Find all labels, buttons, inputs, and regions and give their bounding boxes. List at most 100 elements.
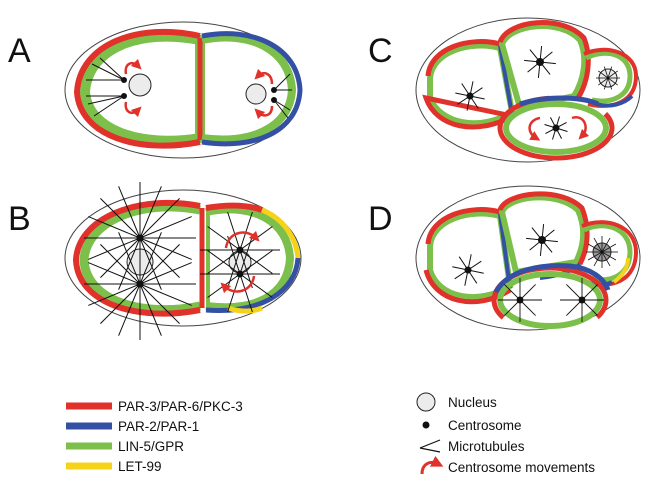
legend-label-let99: LET-99 (118, 459, 162, 474)
centrosome-movement-arrows-b (220, 230, 260, 294)
microtubule-line (207, 273, 241, 298)
legend-symbols: Nucleus Centrosome Microtubules Centroso… (416, 392, 595, 475)
microtubule-line (100, 283, 141, 324)
centrosome-dot (536, 58, 544, 66)
legend-item-movements: Centrosome movements (420, 455, 595, 475)
centrosome-movement-arrows-a (124, 58, 274, 120)
eggshell-b (64, 189, 302, 327)
centrosome-dot (538, 236, 546, 244)
legend-item-microtubules: Microtubules (419, 439, 525, 454)
microtubule-line (239, 211, 253, 251)
microtubules-lines-icon (419, 439, 441, 453)
microtubule-line (139, 237, 162, 290)
microtubule-line (139, 283, 192, 306)
eggshell-d (415, 185, 641, 331)
microtubule-line (587, 251, 603, 261)
microtubule-line (139, 216, 192, 239)
legend-label-microtubules: Microtubules (448, 439, 525, 454)
microtubule-line (598, 77, 609, 86)
microtubule-line (118, 283, 141, 336)
microtubule-line (227, 273, 241, 313)
microtubule-line (139, 198, 180, 239)
cell-aba-c (422, 39, 519, 130)
microtubule-line (139, 283, 162, 336)
microtubule-line (100, 237, 141, 278)
microtubule-line (593, 251, 603, 267)
nucleus-a-right (245, 83, 267, 105)
microtubule-line (239, 273, 273, 298)
microtubule-line (88, 262, 141, 285)
legend-label-par3: PAR-3/PAR-6/PKC-3 (118, 399, 243, 414)
microtubule-line (139, 244, 180, 285)
aster-c-ems (544, 116, 568, 140)
microtubule-line (207, 250, 241, 275)
microtubule-line (239, 273, 253, 313)
microtubule-line (239, 226, 273, 251)
microtubule-line (88, 216, 141, 239)
centrosome-dot (136, 280, 144, 288)
microtubule-line (566, 284, 583, 301)
microtubule-line (598, 70, 609, 79)
legend-colors: PAR-3/PAR-6/PKC-3 PAR-2/PAR-1 LIN-5/GPR … (66, 399, 243, 474)
cell-ab-b (72, 200, 210, 317)
legend-item-par2: PAR-2/PAR-1 (66, 419, 199, 434)
legend-item-let99: LET-99 (66, 459, 162, 474)
microtubules-b-left (84, 182, 196, 340)
centrosome-dot-icon (422, 421, 430, 429)
legend-item-centrosome: Centrosome (422, 418, 522, 433)
microtubule-line (519, 284, 536, 301)
microtubules-b-right (200, 211, 280, 313)
microtubule-line (581, 299, 598, 316)
microtubule-line (227, 211, 241, 251)
panel-d: D (368, 185, 641, 335)
microtubule-line (139, 262, 192, 285)
centrosome-dot (464, 266, 472, 274)
microtubule-line (239, 250, 273, 275)
panel-letter-d: D (368, 200, 393, 238)
microtubule-line (118, 237, 141, 290)
centrosome-movement-arrows-c (528, 116, 590, 141)
microtubule-line (239, 235, 253, 275)
microtubule-line (581, 284, 598, 301)
microtubule-line (100, 244, 141, 285)
microtubule-line (139, 283, 180, 324)
legend-label-par2: PAR-2/PAR-1 (118, 419, 199, 434)
red-curved-arrow-icon (420, 455, 444, 475)
microtubule-line (207, 226, 241, 251)
aster-c-abp (524, 46, 556, 78)
microtubule-line (504, 299, 521, 316)
aster-d-aba (452, 254, 484, 286)
legend-item-par3: PAR-3/PAR-6/PKC-3 (66, 399, 243, 414)
centrosome-dot (236, 246, 244, 254)
spindle-d-ems (498, 278, 604, 322)
microtubule-line (227, 235, 241, 275)
legend-label-nucleus: Nucleus (448, 395, 497, 410)
microtubule-line (88, 283, 141, 306)
panel-b: B (8, 182, 302, 340)
microtubule-line (607, 77, 613, 90)
microtubules-a-left (86, 57, 125, 117)
microtubule-line (88, 237, 141, 260)
microtubule-line (139, 186, 162, 239)
cell-abp-c (497, 20, 591, 112)
nucleus-circle-icon (416, 392, 436, 412)
panel-letter-b: B (8, 200, 31, 238)
microtubule-line (587, 243, 603, 253)
centrosome-a-1 (121, 77, 127, 83)
panel-a: A (8, 21, 303, 159)
nucleus-b-right (228, 250, 252, 274)
aster-d-abp (526, 224, 558, 256)
centrosome-a-2 (121, 93, 127, 99)
microtubule-line (607, 77, 618, 86)
legend-item-lin5: LIN-5/GPR (66, 439, 184, 454)
microtubule-line (566, 299, 583, 316)
microtubule-line (603, 66, 609, 79)
microtubule-line (519, 299, 536, 316)
cell-ems-d (491, 263, 611, 335)
microtubule-line (601, 251, 617, 261)
microtubule-line (607, 66, 613, 79)
panel-letter-c: C (368, 32, 393, 70)
cell-ab-a (73, 28, 205, 149)
legend-item-nucleus: Nucleus (416, 392, 497, 412)
